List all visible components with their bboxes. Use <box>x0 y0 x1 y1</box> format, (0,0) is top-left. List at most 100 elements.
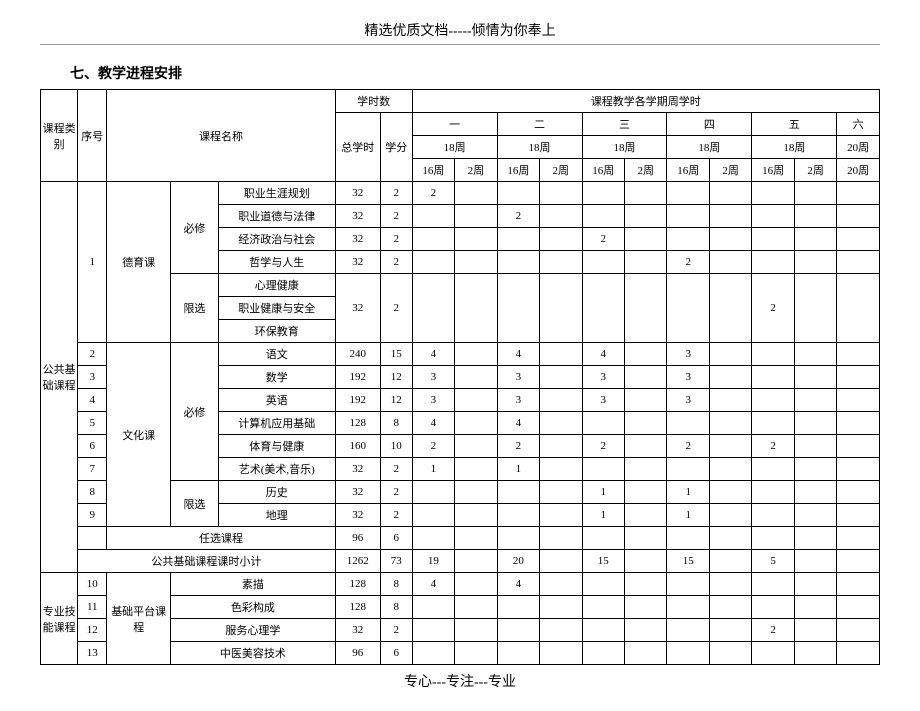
data-cell <box>455 596 497 619</box>
group-xianxuan: 限选 <box>171 481 219 527</box>
data-cell <box>582 274 624 343</box>
data-cell <box>794 435 836 458</box>
data-cell <box>667 458 709 481</box>
seq: 5 <box>78 412 107 435</box>
credits: 15 <box>380 343 412 366</box>
data-cell <box>752 182 794 205</box>
th-sem-1: 一 <box>412 113 497 136</box>
data-cell <box>497 596 539 619</box>
data-cell <box>709 251 751 274</box>
data-cell: 3 <box>582 366 624 389</box>
data-cell <box>624 228 666 251</box>
data-cell <box>412 205 454 228</box>
data-cell: 3 <box>497 366 539 389</box>
data-cell <box>709 366 751 389</box>
data-cell <box>455 642 497 665</box>
data-cell: 3 <box>497 389 539 412</box>
data-cell <box>837 458 880 481</box>
credits: 2 <box>380 619 412 642</box>
course-name: 地理 <box>218 504 335 527</box>
data-cell <box>624 527 666 550</box>
data-cell <box>709 389 751 412</box>
cat-public: 公共基础课程 <box>41 182 78 573</box>
data-cell <box>667 573 709 596</box>
seq: 2 <box>78 343 107 366</box>
th-sem-3: 三 <box>582 113 667 136</box>
course-name: 数学 <box>218 366 335 389</box>
data-cell <box>497 619 539 642</box>
credits: 2 <box>380 228 412 251</box>
data-cell <box>582 182 624 205</box>
course-name: 英语 <box>218 389 335 412</box>
hours: 1262 <box>335 550 380 573</box>
group-bixiu: 必修 <box>171 182 219 274</box>
data-cell: 4 <box>582 343 624 366</box>
data-cell <box>837 182 880 205</box>
th-w18-5: 18周 <box>752 136 837 159</box>
data-cell <box>709 504 751 527</box>
hours: 128 <box>335 573 380 596</box>
data-cell <box>455 435 497 458</box>
th-w2: 2周 <box>709 159 751 182</box>
hours: 32 <box>335 205 380 228</box>
credits: 12 <box>380 389 412 412</box>
data-cell <box>624 573 666 596</box>
hours: 160 <box>335 435 380 458</box>
data-cell <box>752 366 794 389</box>
data-cell: 3 <box>667 366 709 389</box>
data-cell <box>455 550 497 573</box>
data-cell <box>752 458 794 481</box>
data-cell <box>667 527 709 550</box>
data-cell <box>624 504 666 527</box>
th-category: 课程类别 <box>41 90 78 182</box>
course-name: 环保教育 <box>218 320 335 343</box>
data-cell: 2 <box>752 619 794 642</box>
data-cell <box>752 205 794 228</box>
data-cell <box>837 274 880 343</box>
data-cell <box>837 412 880 435</box>
data-cell <box>837 228 880 251</box>
data-cell <box>709 343 751 366</box>
data-cell: 2 <box>752 274 794 343</box>
data-cell <box>837 481 880 504</box>
data-cell: 4 <box>412 412 454 435</box>
data-cell <box>412 619 454 642</box>
data-cell <box>540 412 582 435</box>
course-name: 语文 <box>218 343 335 366</box>
data-cell: 1 <box>667 504 709 527</box>
data-cell: 4 <box>412 573 454 596</box>
data-cell <box>540 527 582 550</box>
data-cell <box>837 343 880 366</box>
hours: 32 <box>335 251 380 274</box>
data-cell <box>794 182 836 205</box>
data-cell <box>540 251 582 274</box>
data-cell <box>412 642 454 665</box>
data-cell <box>837 573 880 596</box>
data-cell: 5 <box>752 550 794 573</box>
hours: 192 <box>335 366 380 389</box>
data-cell <box>540 366 582 389</box>
data-cell <box>667 642 709 665</box>
data-cell: 1 <box>582 504 624 527</box>
data-cell <box>794 274 836 343</box>
data-cell: 1 <box>582 481 624 504</box>
credits: 10 <box>380 435 412 458</box>
data-cell <box>412 228 454 251</box>
credits: 12 <box>380 366 412 389</box>
course-name: 心理健康 <box>218 274 335 297</box>
group-bixiu: 必修 <box>171 343 219 481</box>
data-cell <box>794 596 836 619</box>
page-footer: 专心---专注---专业 <box>40 671 880 691</box>
table-head: 课程类别 序号 课程名称 学时数 课程教学各学期周学时 总学时 学分 一 二 三… <box>41 90 880 182</box>
data-cell <box>709 596 751 619</box>
credits: 2 <box>380 205 412 228</box>
th-total-hours: 总学时 <box>335 113 380 182</box>
data-cell <box>709 412 751 435</box>
data-cell <box>455 366 497 389</box>
group-deyu: 德育课 <box>107 182 171 343</box>
data-cell: 2 <box>752 435 794 458</box>
credits: 8 <box>380 596 412 619</box>
data-cell: 2 <box>497 435 539 458</box>
data-cell <box>752 389 794 412</box>
data-cell <box>624 642 666 665</box>
